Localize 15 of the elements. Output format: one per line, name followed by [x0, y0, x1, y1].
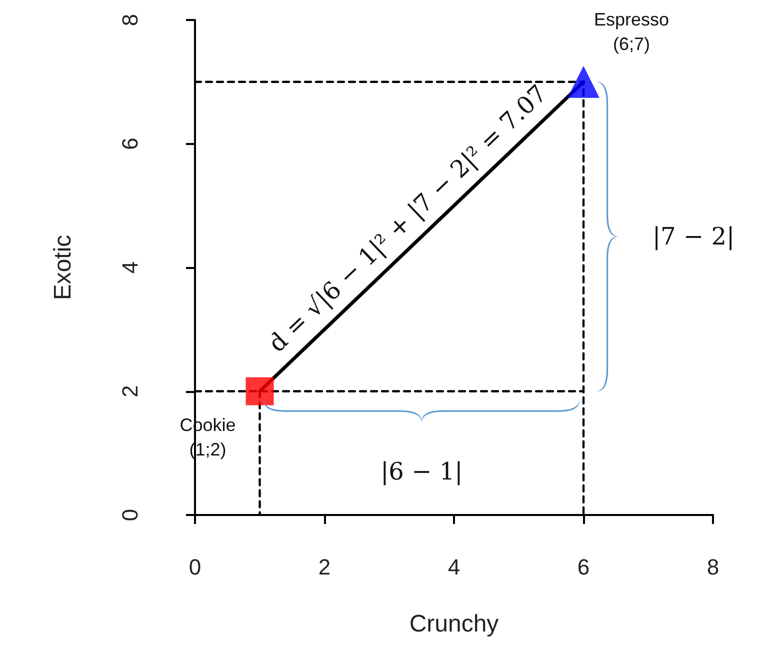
- y-tick-label: 6: [118, 138, 142, 150]
- y-tick-label: 4: [118, 261, 142, 274]
- x-tick-label: 8: [706, 554, 720, 580]
- x-tick-label: 0: [188, 554, 202, 580]
- x-tick-label: 6: [577, 554, 590, 580]
- y-axis-title: Exotic: [50, 234, 76, 300]
- y-tick-label: 8: [118, 14, 142, 26]
- y-tick-label: 0: [118, 508, 142, 522]
- x-tick-label: 4: [448, 554, 460, 580]
- x-tick-label: 2: [318, 554, 331, 580]
- annotation: |6 − 1|: [380, 457, 463, 486]
- y-tick-label: 2: [118, 385, 142, 398]
- annotation: |7 − 2|: [652, 222, 735, 251]
- annotation: Espresso (6;7): [594, 10, 670, 54]
- x-axis-title: Crunchy: [409, 610, 499, 638]
